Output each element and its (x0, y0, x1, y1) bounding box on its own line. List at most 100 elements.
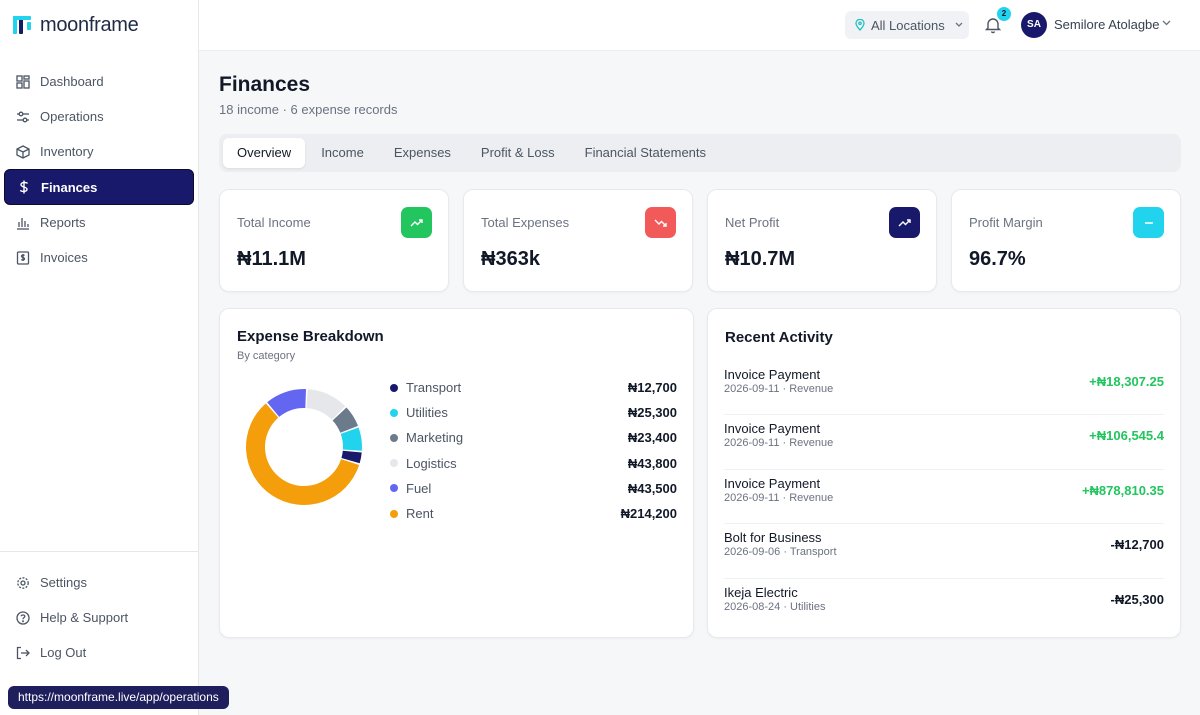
legend-value: ₦23,400 (627, 430, 677, 446)
chart-legend: Transport ₦12,700 Utilities ₦25,300 Marketin… (390, 375, 677, 526)
sidebar-item-label: Dashboard (40, 74, 104, 89)
activity-row[interactable]: Ikeja Electric 2026-08-24 · Utilities -₦25… (724, 579, 1164, 633)
legend-label: Transport (406, 380, 462, 396)
sidebar-item-finances[interactable]: Finances (4, 169, 194, 205)
legend-item: Marketing ₦23,400 (390, 425, 677, 450)
sidebar-bottom-nav: Settings Help & Support Log Out (4, 565, 194, 670)
tab-financial-statements[interactable]: Financial Statements (584, 145, 707, 160)
bell-icon[interactable] (984, 16, 1002, 34)
donut-slice-rent[interactable] (246, 403, 360, 505)
stat-value: ₦10.7M (725, 248, 796, 270)
legend-item: Rent ₦214,200 (390, 501, 677, 526)
user-name[interactable]: Semilore Atolagbe (1054, 17, 1160, 32)
page-subtitle: 18 income · 6 expense records (219, 102, 398, 117)
donut-slice-marketing[interactable] (332, 407, 359, 433)
legend-swatch (390, 459, 398, 468)
sidebar-item-label: Settings (40, 575, 87, 590)
recent-activity-card: Recent Activity Invoice Payment 2026-09-1… (707, 308, 1181, 638)
donut-slice-utilities[interactable] (340, 427, 362, 451)
activity-amount: -₦25,300 (1110, 591, 1164, 607)
sidebar-item-label: Reports (40, 215, 86, 230)
notification-badge: 2 (997, 7, 1011, 21)
activity-title: Invoice Payment (724, 367, 821, 382)
sidebar-item-dashboard[interactable]: Dashboard (4, 64, 194, 99)
map-pin-icon (855, 19, 865, 31)
help-icon (16, 610, 30, 625)
activity-title: Invoice Payment (724, 475, 821, 491)
top-bar: All Locations 2 SA Semilore Atolagbe (199, 0, 1200, 51)
location-label: All Locations (871, 17, 945, 33)
app-name: moonframe (40, 13, 139, 36)
sidebar-item-label: Log Out (40, 645, 87, 660)
donut-slice-fuel[interactable] (267, 389, 306, 417)
sidebar-divider (0, 551, 199, 552)
legend-value: ₦214,200 (620, 506, 677, 522)
stat-label: Total Income (237, 215, 311, 230)
sidebar-item-label: Help & Support (40, 610, 129, 625)
activity-meta: 2026-09-11 · Revenue (724, 383, 834, 395)
expense-breakdown-card: Expense Breakdown By category Transport ₦… (219, 308, 694, 638)
stat-card-net-profit: Net Profit ₦10.7M (707, 189, 937, 292)
location-selector[interactable]: All Locations (845, 11, 969, 39)
sidebar-item-label: Invoices (40, 250, 88, 265)
trending-up-icon (889, 207, 920, 238)
activity-meta: 2026-09-11 · Revenue (724, 437, 834, 450)
activity-amount: -₦12,700 (1110, 537, 1164, 553)
sidebar-item-logout[interactable]: Log Out (4, 635, 194, 670)
avatar[interactable]: SA (1021, 12, 1047, 38)
sidebar-item-operations[interactable]: Operations (4, 99, 194, 134)
sidebar-item-label: Operations (40, 109, 104, 124)
sidebar-item-inventory[interactable]: Inventory (4, 134, 194, 169)
activity-title: Bolt for Business (724, 530, 822, 546)
activity-amount: +₦878,810.35 (1081, 482, 1164, 498)
app-logo[interactable]: moonframe (12, 12, 139, 38)
box-icon (16, 144, 30, 159)
legend-value: ₦43,500 (627, 480, 677, 496)
sidebar-item-invoices[interactable]: Invoices (4, 240, 194, 275)
legend-value: ₦12,700 (627, 380, 677, 396)
legend-swatch (390, 408, 398, 417)
sidebar: moonframe Dashboard Operations Inventory… (0, 0, 229, 715)
invoice-icon (16, 250, 30, 265)
donut-slice-logistics[interactable] (306, 389, 346, 420)
tab-overview[interactable]: Overview (223, 138, 306, 168)
card-title: Expense Breakdown (237, 328, 384, 345)
sidebar-item-label: Finances (41, 179, 98, 195)
trending-up-icon (401, 207, 432, 238)
activity-row[interactable]: Invoice Payment 2026-09-11 · Revenue +₦18,… (724, 361, 1164, 416)
legend-value: ₦25,300 (627, 405, 677, 421)
chevron-down-icon[interactable] (1162, 20, 1171, 26)
sidebar-item-help[interactable]: Help & Support (4, 600, 194, 635)
stat-card-total-income: Total Income ₦11.1M (219, 189, 449, 292)
legend-swatch (390, 484, 398, 493)
sidebar-item-reports[interactable]: Reports (4, 205, 194, 240)
stat-value: ₦363k (481, 248, 540, 270)
activity-title: Ikeja Electric (724, 584, 798, 600)
legend-item: Utilities ₦25,300 (390, 400, 677, 425)
activity-row[interactable]: Invoice Payment 2026-09-11 · Revenue +₦106… (724, 415, 1164, 470)
stat-card-total-expenses: Total Expenses ₦363k (463, 189, 693, 292)
stat-value: 96.7% (969, 248, 1026, 270)
sidebar-item-label: Inventory (40, 144, 94, 159)
status-bar-url: https://moonframe.live/app/operations (8, 686, 229, 709)
activity-meta: 2026-09-06 · Transport (724, 546, 837, 559)
card-subtitle: By category (237, 350, 296, 362)
stat-label: Net Profit (725, 215, 780, 230)
activity-row[interactable]: Invoice Payment 2026-09-11 · Revenue +₦878… (724, 470, 1164, 525)
tab-expenses[interactable]: Expenses (393, 145, 451, 160)
activity-amount: +₦106,545.4 (1089, 428, 1164, 444)
legend-value: ₦43,800 (627, 455, 677, 471)
donut-slice-transport[interactable] (341, 450, 362, 464)
legend-label: Fuel (406, 480, 432, 496)
stat-label: Profit Margin (969, 215, 1043, 230)
tab-profit-loss[interactable]: Profit & Loss (480, 145, 555, 160)
dollar-icon (19, 180, 29, 194)
legend-label: Rent (406, 506, 434, 522)
dashboard-icon (16, 74, 30, 89)
tab-income[interactable]: Income (321, 145, 364, 160)
logout-icon (16, 646, 30, 659)
legend-swatch (390, 383, 398, 392)
sidebar-item-settings[interactable]: Settings (4, 565, 194, 600)
activity-row[interactable]: Bolt for Business 2026-09-06 · Transport -… (724, 524, 1164, 579)
stat-card-profit-margin: Profit Margin 96.7% (951, 189, 1181, 292)
